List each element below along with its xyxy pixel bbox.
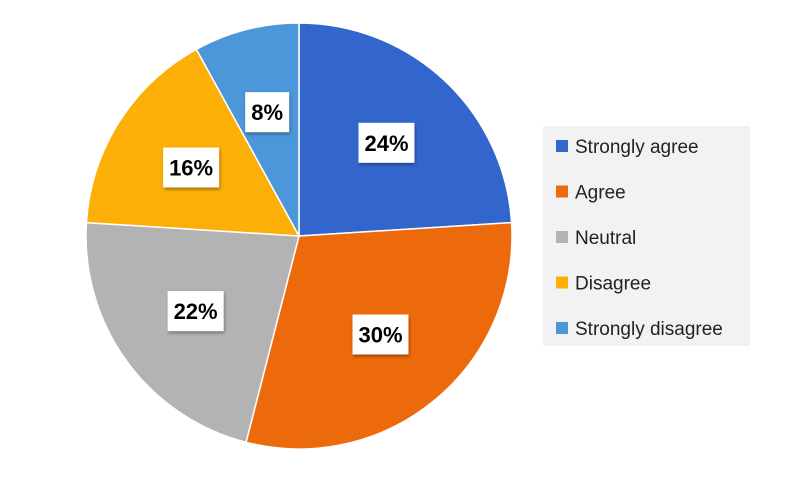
- pie-slices: [85, 22, 513, 450]
- data-label-disagree: 16%: [169, 156, 213, 181]
- data-label-box-strongly-disagree: [245, 92, 290, 133]
- legend-label-neutral: Neutral: [575, 228, 636, 249]
- data-label-agree: 30%: [358, 323, 402, 348]
- legend-swatch-strongly-agree: [556, 140, 568, 152]
- pie-slice-disagree: [85, 48, 301, 237]
- legend-swatch-agree: [556, 185, 568, 198]
- pie-slice-neutral: [85, 221, 300, 444]
- legend-swatch-strongly-disagree: [556, 322, 568, 334]
- data-label-strongly-agree: 24%: [364, 131, 408, 156]
- data-label-box-neutral: [167, 291, 224, 332]
- legend-swatch-disagree: [556, 276, 568, 289]
- slice-labels: 24% 30% 22% 16% 8%: [163, 92, 415, 355]
- data-label-box-disagree: [163, 147, 220, 188]
- data-label-box-agree: [352, 314, 409, 355]
- legend-label-agree: Agree: [575, 183, 626, 204]
- legend-background: [543, 126, 750, 346]
- data-label-strongly-disagree: 8%: [251, 100, 283, 125]
- legend-label-disagree: Disagree: [575, 274, 651, 295]
- data-label-box-strongly-agree: [358, 122, 415, 163]
- legend-label-strongly-agree: Strongly agree: [575, 137, 699, 158]
- legend-label-strongly-disagree: Strongly disagree: [575, 319, 723, 340]
- legend: Strongly agree Agree Neutral Disagree Strong…: [543, 126, 750, 346]
- data-label-neutral: 22%: [174, 299, 218, 324]
- legend-swatch-neutral: [556, 231, 568, 243]
